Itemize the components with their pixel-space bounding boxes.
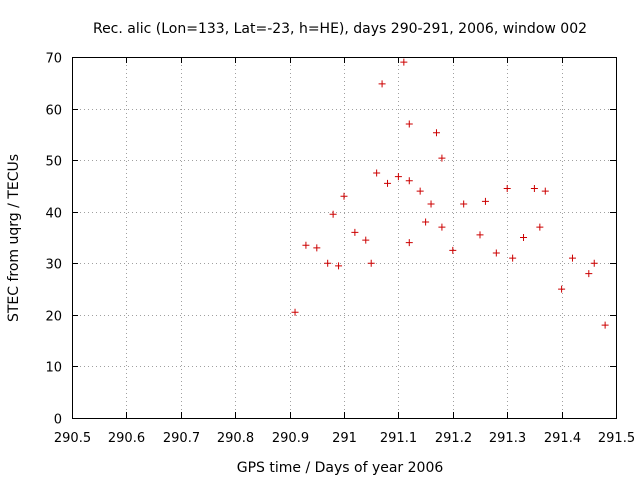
- y-tick-label: 10: [45, 361, 62, 376]
- data-point: [438, 223, 446, 231]
- data-point: [351, 228, 359, 236]
- x-tick-label: 290.9: [272, 431, 309, 446]
- data-point: [530, 185, 538, 193]
- data-point: [568, 254, 576, 262]
- data-point: [313, 244, 321, 252]
- y-tick-label: 20: [45, 310, 62, 325]
- x-tick-label: 290.5: [54, 431, 91, 446]
- data-point: [590, 259, 598, 267]
- data-point: [405, 120, 413, 128]
- data-point: [291, 308, 299, 316]
- data-point: [335, 262, 343, 270]
- data-point: [432, 129, 440, 137]
- x-tick-label: 290.8: [217, 431, 254, 446]
- data-point: [405, 177, 413, 185]
- data-point: [509, 254, 517, 262]
- data-point: [503, 185, 511, 193]
- data-point: [378, 80, 386, 88]
- y-tick-label: 50: [45, 155, 62, 170]
- data-point: [362, 236, 370, 244]
- x-tick-label: 290.7: [163, 431, 200, 446]
- y-tick-label: 70: [45, 52, 62, 67]
- data-point: [427, 200, 435, 208]
- data-point: [476, 231, 484, 239]
- y-tick-label: 40: [45, 207, 62, 222]
- y-axis-title: STEC from uqrg / TECUs: [6, 154, 22, 322]
- data-point: [520, 234, 528, 241]
- y-tick-label: 60: [45, 104, 62, 119]
- data-point: [438, 154, 446, 162]
- data-point: [536, 223, 544, 231]
- data-point: [601, 321, 609, 329]
- data-point: [329, 210, 337, 218]
- x-tick-label: 291.1: [380, 431, 417, 446]
- axis-ticks: [72, 57, 617, 419]
- data-point: [394, 173, 402, 181]
- grid-layer: [72, 57, 616, 418]
- x-tick-label: 291: [332, 431, 357, 446]
- data-point: [460, 200, 468, 208]
- x-tick-label: 291.4: [544, 431, 581, 446]
- data-point: [324, 259, 332, 267]
- data-point: [558, 285, 566, 293]
- data-point: [302, 241, 310, 249]
- chart-title: Rec. alic (Lon=133, Lat=-23, h=HE), days…: [93, 21, 587, 37]
- data-point: [367, 259, 375, 267]
- data-point: [400, 58, 408, 66]
- data-point: [449, 246, 457, 254]
- data-points: [291, 58, 609, 329]
- x-tick-label: 290.6: [108, 431, 145, 446]
- y-tick-label: 30: [45, 258, 62, 273]
- x-tick-label: 291.5: [598, 431, 635, 446]
- data-point: [541, 187, 549, 195]
- x-tick-labels: 290.5 290.6 290.7 290.8 290.9 291 291.1 291.2 29…: [54, 431, 635, 446]
- data-point: [585, 270, 593, 278]
- data-point: [422, 218, 430, 226]
- x-axis-title: GPS time / Days of year 2006: [237, 460, 444, 476]
- data-point: [405, 239, 413, 247]
- data-point: [384, 179, 392, 187]
- data-point: [492, 249, 500, 257]
- data-point: [416, 187, 424, 195]
- y-tick-labels: 0 10 20 30 40 50 60 70: [45, 52, 62, 428]
- x-tick-label: 291.2: [435, 431, 472, 446]
- data-point: [481, 197, 489, 205]
- y-tick-label: 0: [54, 413, 62, 428]
- data-point: [373, 169, 381, 177]
- data-point: [340, 192, 348, 200]
- x-tick-label: 291.3: [489, 431, 526, 446]
